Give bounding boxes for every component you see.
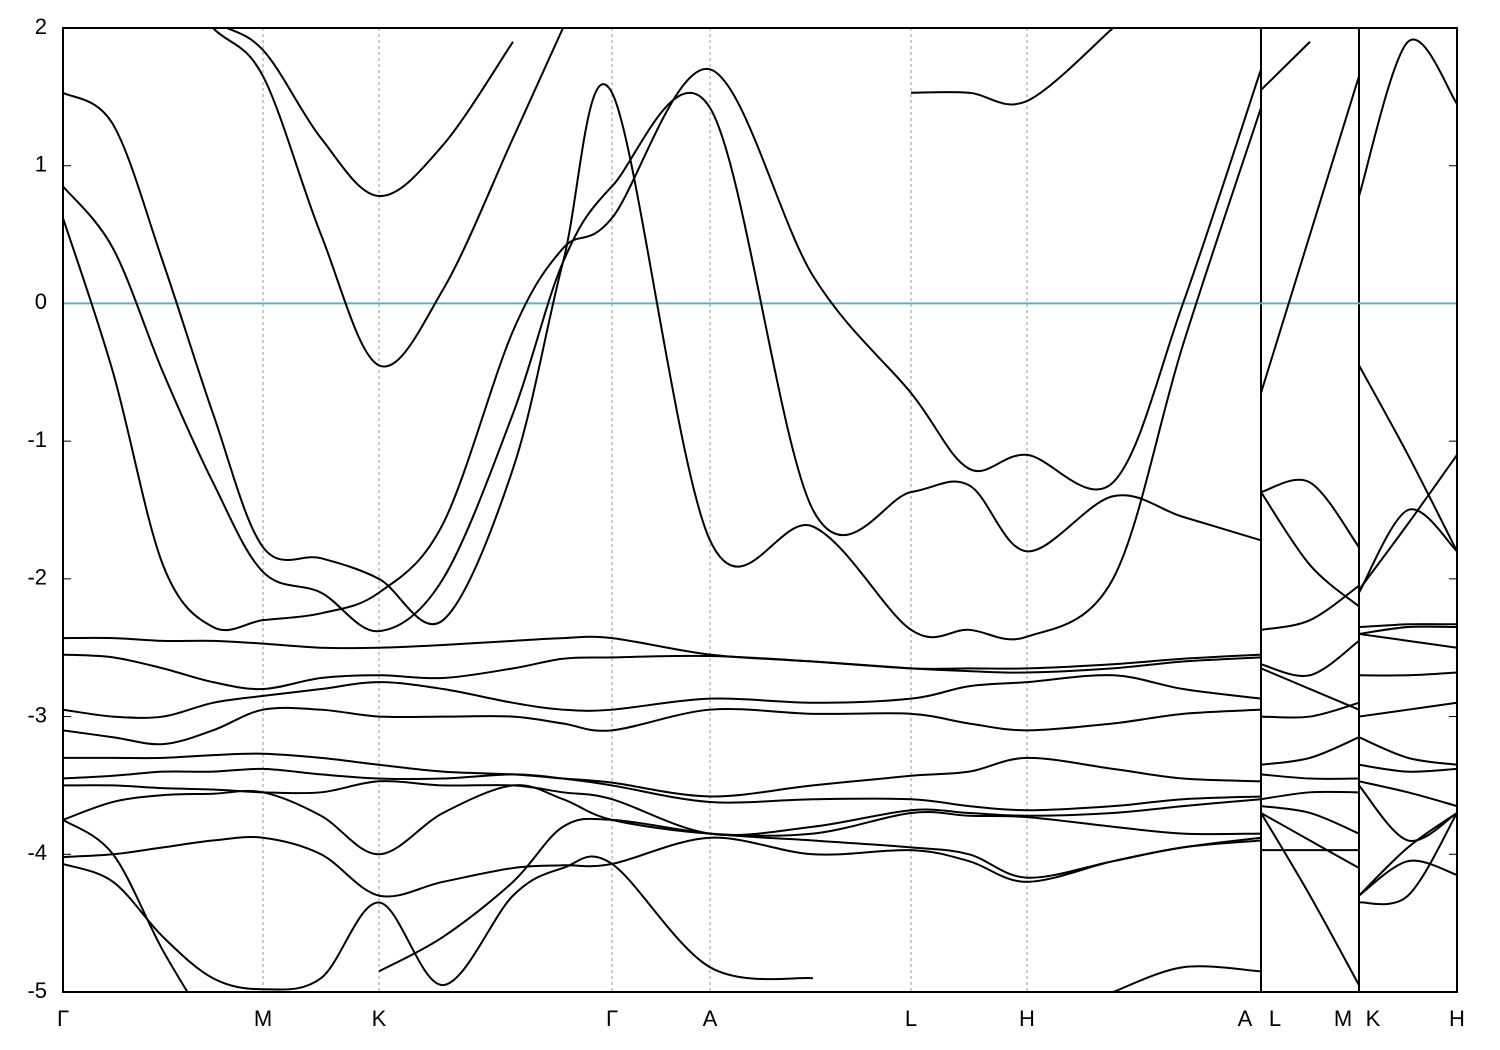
x-tick-label: H (1449, 1006, 1465, 1031)
x-tick-label: L (1269, 1006, 1281, 1031)
y-tick-label: 1 (35, 152, 47, 177)
band (63, 736, 1457, 798)
x-tick-label: M (254, 1006, 272, 1031)
band (63, 632, 1457, 691)
band (63, 835, 1457, 898)
x-tick-label: A (703, 1006, 718, 1031)
band (211, 28, 1457, 552)
x-tick-label: Γ (606, 1006, 618, 1031)
y-tick-label: -3 (27, 702, 47, 727)
y-tick-label: 0 (35, 289, 47, 314)
y-tick-label: -1 (27, 427, 47, 452)
y-tick-label: 2 (35, 14, 47, 39)
band (63, 780, 1457, 837)
y-tick-label: -4 (27, 840, 47, 865)
band (63, 68, 1457, 632)
x-tick-label: Γ (57, 1006, 69, 1031)
y-tick-label: -2 (27, 565, 47, 590)
band (63, 91, 1457, 633)
y-tick-label: -5 (27, 978, 47, 1003)
x-tick-label: K (1366, 1006, 1381, 1031)
band (224, 28, 1457, 198)
x-tick-label: L (905, 1006, 917, 1031)
x-tick-label: M (1334, 1006, 1352, 1031)
band (63, 83, 1457, 641)
x-tick-label: H (1019, 1006, 1035, 1031)
band (63, 584, 1457, 670)
band (63, 701, 1457, 746)
band (63, 763, 1457, 812)
x-tick-label: A (1238, 1006, 1253, 1031)
band (63, 667, 1457, 719)
plot-frame (62, 27, 1458, 993)
band (63, 812, 1457, 992)
band (63, 784, 1457, 856)
band (63, 812, 1457, 992)
x-tick-label: K (372, 1006, 387, 1031)
